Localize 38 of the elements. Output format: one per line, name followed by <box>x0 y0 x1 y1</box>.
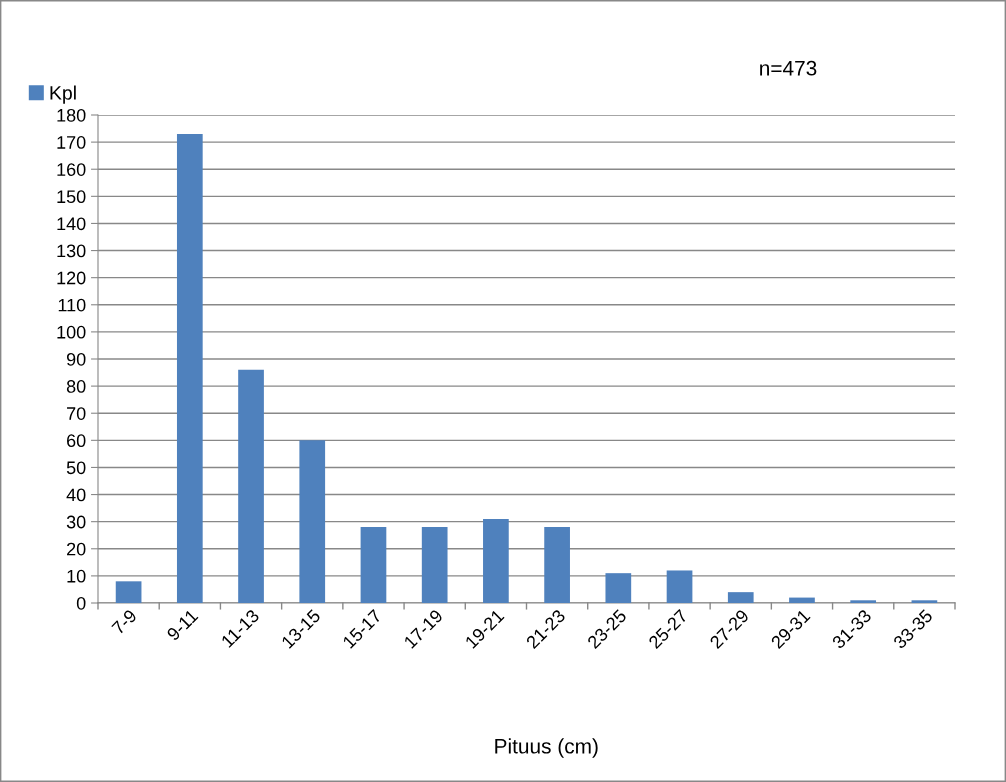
y-tick-label: 130 <box>57 244 86 258</box>
bar <box>421 527 448 603</box>
bar <box>605 573 632 603</box>
bar <box>176 133 203 603</box>
bar <box>666 570 693 603</box>
y-tick-label: 160 <box>57 163 86 176</box>
x-tick-label: 7-9 <box>111 608 138 636</box>
y-tick-label: 0 <box>76 596 86 610</box>
y-tick-label: 100 <box>57 325 86 339</box>
y-tick-label: 50 <box>66 461 86 475</box>
bar <box>850 600 877 603</box>
legend-label: Kpl <box>50 85 76 104</box>
bar <box>911 600 938 603</box>
y-tick-label: 150 <box>57 190 86 204</box>
bar <box>544 527 570 603</box>
y-tick-label: 60 <box>67 434 86 448</box>
y-tick-label: 140 <box>57 217 86 231</box>
bar <box>360 527 387 603</box>
bar <box>483 518 509 603</box>
bar <box>299 440 326 603</box>
y-tick-label: 20 <box>67 542 86 556</box>
y-tick-label: 70 <box>67 407 86 420</box>
text: n=473 <box>760 60 817 76</box>
y-tick-label: 10 <box>67 569 86 583</box>
y-tick-label: 30 <box>66 515 86 529</box>
bar <box>115 581 142 603</box>
y-tick-label: 110 <box>58 298 86 312</box>
x-axis-title: Pituus (cm) <box>495 738 598 758</box>
x-tick-label: 9-11 <box>166 608 199 642</box>
y-tick-label: 80 <box>66 380 86 393</box>
y-tick-label: 40 <box>66 488 86 502</box>
y-tick-label: 180 <box>57 108 86 122</box>
bar <box>727 592 754 603</box>
bar <box>789 597 815 603</box>
y-tick-label: 120 <box>57 271 86 285</box>
y-tick-label: 90 <box>66 352 86 366</box>
y-tick-label: 170 <box>57 136 86 149</box>
bar <box>238 369 264 603</box>
